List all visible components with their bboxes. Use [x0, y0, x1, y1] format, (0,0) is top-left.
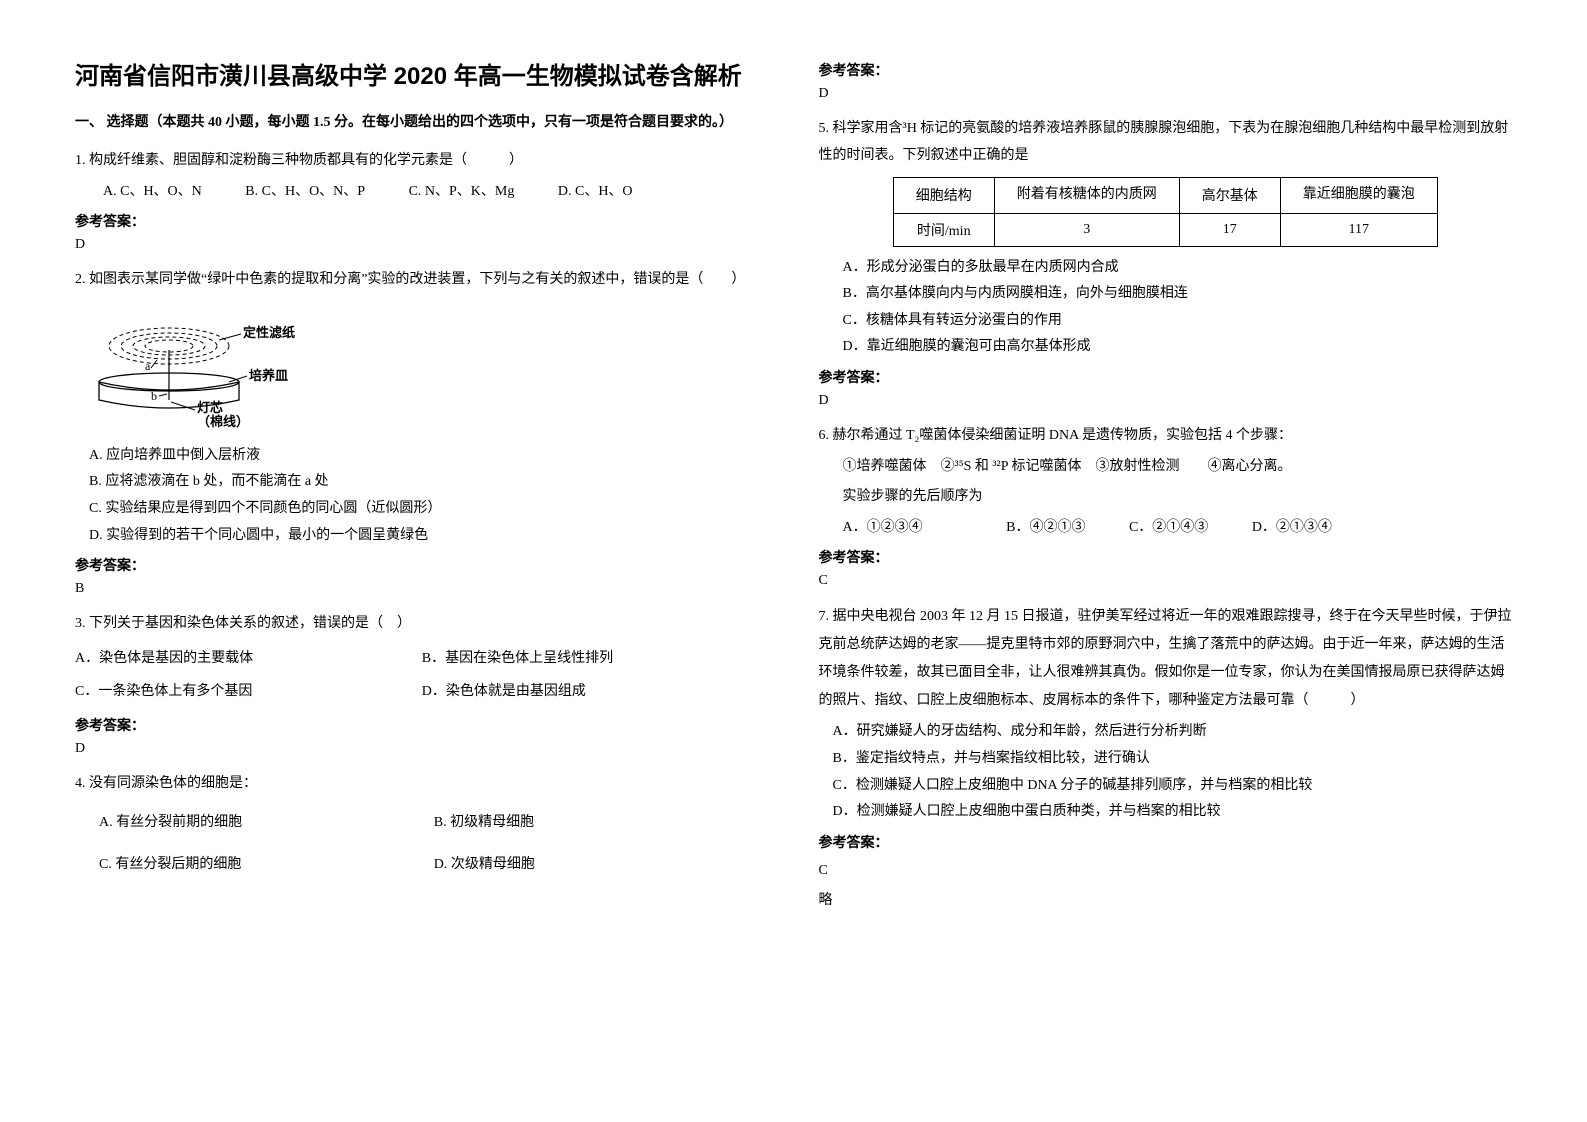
- q7-omit: 略: [819, 888, 1513, 915]
- q5-table: 细胞结构 附着有核糖体的内质网 高尔基体 靠近细胞膜的囊泡 时间/min 3 1…: [893, 177, 1438, 246]
- th-golgi: 高尔基体: [1179, 178, 1280, 213]
- q3-opt-a: A．染色体是基因的主要载体: [75, 642, 422, 676]
- q2-diagram: a b 定性滤纸 培养皿 灯芯（棉线）: [89, 304, 769, 439]
- q4-ref-label: 参考答案：: [819, 60, 1513, 80]
- q6-line1: ①培养噬菌体 ②³⁵S 和 ³²P 标记噬菌体 ③放射性检测 ④离心分离。: [819, 454, 1513, 481]
- q2-stem: 2. 如图表示某同学做“绿叶中色素的提取和分离”实验的改进装置，下列与之有关的叙…: [75, 267, 769, 294]
- q4-options: A. 有丝分裂前期的细胞 B. 初级精母细胞 C. 有丝分裂后期的细胞 D. 次…: [75, 802, 769, 886]
- th-vesicle: 靠近细胞膜的囊泡: [1280, 178, 1437, 213]
- q7-answer: C: [819, 858, 1513, 885]
- q3-answer: D: [75, 741, 769, 757]
- table-row: 时间/min 3 17 117: [893, 213, 1437, 246]
- q1-options: A. C、H、O、N B. C、H、O、N、P C. N、P、K、Mg D. C…: [75, 179, 769, 206]
- q5-opt-c: C．核糖体具有转运分泌蛋白的作用: [843, 308, 1513, 335]
- q4-opt-d: D. 次级精母细胞: [434, 844, 769, 886]
- diagram-wick-label: 灯芯（棉线）: [197, 400, 249, 429]
- q3-stem: 3. 下列关于基因和染色体关系的叙述，错误的是（ ）: [75, 611, 769, 638]
- td-val-2: 117: [1280, 213, 1437, 246]
- q7-ref-label: 参考答案：: [819, 832, 1513, 852]
- q7-options: A．研究嫌疑人的牙齿结构、成分和年龄，然后进行分析判断 B．鉴定指纹特点，并与档…: [819, 719, 1513, 825]
- q5-options: A．形成分泌蛋白的多肽最早在内质网内合成 B．高尔基体膜向内与内质网膜相连，向外…: [819, 255, 1513, 361]
- q4-stem: 4. 没有同源染色体的细胞是：: [75, 771, 769, 798]
- q4-opt-c: C. 有丝分裂后期的细胞: [99, 844, 434, 886]
- left-column: 河南省信阳市潢川县高级中学 2020 年高一生物模拟试卷含解析 一、 选择题（本…: [50, 60, 794, 1082]
- td-val-0: 3: [994, 213, 1179, 246]
- q3-options: A．染色体是基因的主要载体 B．基因在染色体上呈线性排列 C．一条染色体上有多个…: [75, 642, 769, 709]
- q4-opt-a: A. 有丝分裂前期的细胞: [99, 802, 434, 844]
- q7-opt-d: D．检测嫌疑人口腔上皮细胞中蛋白质种类，并与档案的相比较: [833, 799, 1513, 826]
- q3-ref-label: 参考答案：: [75, 715, 769, 735]
- label-b: b: [151, 389, 157, 403]
- q7-stem: 7. 据中央电视台 2003 年 12 月 15 日报道，驻伊美军经过将近一年的…: [819, 603, 1513, 715]
- q6-line2: 实验步骤的先后顺序为: [819, 484, 1513, 511]
- q6-stem: 6. 赫尔希通过 T₂噬菌体侵染细菌证明 DNA 是遗传物质，实验包括 4 个步…: [819, 423, 1513, 450]
- q5-stem: 5. 科学家用含³H 标记的亮氨酸的培养液培养豚鼠的胰腺腺泡细胞，下表为在腺泡细…: [819, 116, 1513, 169]
- label-a: a: [145, 359, 151, 373]
- q2-answer: B: [75, 581, 769, 597]
- q6-options: A．①②③④ B．④②①③ C．②①④③ D．②①③④: [819, 515, 1513, 542]
- q7-opt-a: A．研究嫌疑人的牙齿结构、成分和年龄，然后进行分析判断: [833, 719, 1513, 746]
- q3-opt-c: C．一条染色体上有多个基因: [75, 675, 422, 709]
- q2-ref-label: 参考答案：: [75, 555, 769, 575]
- q1-opt-b: B. C、H、O、N、P: [245, 179, 365, 206]
- th-structure: 细胞结构: [893, 178, 994, 213]
- q1-opt-a: A. C、H、O、N: [103, 179, 202, 206]
- right-column: 参考答案： D 5. 科学家用含³H 标记的亮氨酸的培养液培养豚鼠的胰腺腺泡细胞…: [794, 60, 1538, 1082]
- q7-opt-c: C．检测嫌疑人口腔上皮细胞中 DNA 分子的碱基排列顺序，并与档案的相比较: [833, 773, 1513, 800]
- q1-opt-c: C. N、P、K、Mg: [409, 179, 515, 206]
- q1-opt-d: D. C、H、O: [558, 179, 633, 206]
- q6-opt-a: A．①②③④: [843, 515, 923, 542]
- exam-title: 河南省信阳市潢川县高级中学 2020 年高一生物模拟试卷含解析: [75, 60, 769, 94]
- q1-ref-label: 参考答案：: [75, 211, 769, 231]
- q6-opt-d: D．②①③④: [1252, 515, 1332, 542]
- q6-answer: C: [819, 573, 1513, 589]
- q3-opt-b: B．基因在染色体上呈线性排列: [422, 642, 769, 676]
- diagram-paper-label: 定性滤纸: [242, 325, 295, 340]
- q4-opt-b: B. 初级精母细胞: [434, 802, 769, 844]
- q5-opt-d: D．靠近细胞膜的囊泡可由高尔基体形成: [843, 334, 1513, 361]
- q6-opt-b: B．④②①③: [1006, 515, 1085, 542]
- q6-opt-c: C．②①④③: [1129, 515, 1208, 542]
- q4-answer: D: [819, 86, 1513, 102]
- q5-answer: D: [819, 393, 1513, 409]
- th-er: 附着有核糖体的内质网: [994, 178, 1179, 213]
- q2-opt-c: C. 实验结果应是得到四个不同颜色的同心圆（近似圆形）: [89, 496, 769, 523]
- q7-opt-b: B．鉴定指纹特点，并与档案指纹相比较，进行确认: [833, 746, 1513, 773]
- q1-answer: D: [75, 237, 769, 253]
- q3-opt-d: D．染色体就是由基因组成: [422, 675, 769, 709]
- diagram-dish-label: 培养皿: [249, 368, 288, 383]
- section-header: 一、 选择题（本题共 40 小题，每小题 1.5 分。在每小题给出的四个选项中，…: [75, 112, 769, 134]
- q6-ref-label: 参考答案：: [819, 547, 1513, 567]
- td-time-label: 时间/min: [893, 213, 994, 246]
- q2-opt-d: D. 实验得到的若干个同心圆中，最小的一个圆呈黄绿色: [89, 523, 769, 550]
- q1-stem: 1. 构成纤维素、胆固醇和淀粉酶三种物质都具有的化学元素是（ ）: [75, 148, 769, 175]
- q5-ref-label: 参考答案：: [819, 367, 1513, 387]
- q5-opt-b: B．高尔基体膜向内与内质网膜相连，向外与细胞膜相连: [843, 281, 1513, 308]
- q2-options: A. 应向培养皿中倒入层析液 B. 应将滤液滴在 b 处，而不能滴在 a 处 C…: [75, 443, 769, 549]
- q2-opt-b: B. 应将滤液滴在 b 处，而不能滴在 a 处: [89, 469, 769, 496]
- q2-opt-a: A. 应向培养皿中倒入层析液: [89, 443, 769, 470]
- table-row: 细胞结构 附着有核糖体的内质网 高尔基体 靠近细胞膜的囊泡: [893, 178, 1437, 213]
- td-val-1: 17: [1179, 213, 1280, 246]
- q5-opt-a: A．形成分泌蛋白的多肽最早在内质网内合成: [843, 255, 1513, 282]
